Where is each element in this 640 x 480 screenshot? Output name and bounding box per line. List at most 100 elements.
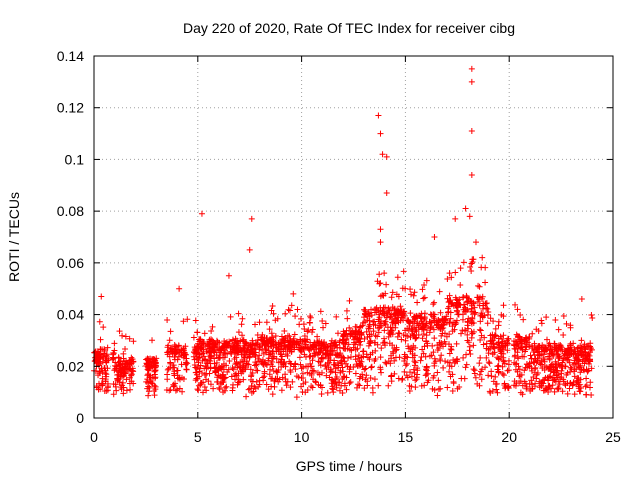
- data-point: [343, 307, 350, 314]
- data-point: [567, 368, 574, 375]
- data-point: [526, 386, 533, 393]
- data-point: [167, 328, 174, 335]
- data-point: [475, 282, 482, 289]
- data-point: [524, 339, 531, 346]
- data-point: [529, 343, 536, 350]
- data-point: [469, 315, 476, 322]
- data-point: [93, 383, 100, 390]
- data-point: [405, 345, 412, 352]
- data-point: [380, 304, 387, 311]
- data-point: [389, 289, 396, 296]
- data-point: [307, 339, 314, 346]
- data-point: [128, 372, 135, 379]
- data-point: [583, 366, 590, 373]
- data-point: [552, 378, 559, 385]
- data-point: [529, 385, 536, 392]
- data-point: [346, 297, 353, 304]
- data-point: [326, 359, 333, 366]
- data-point: [502, 385, 509, 392]
- data-point: [574, 356, 581, 363]
- data-point: [357, 323, 364, 330]
- data-point: [210, 348, 217, 355]
- data-point: [571, 391, 578, 398]
- data-point: [438, 340, 445, 347]
- data-point: [296, 354, 303, 361]
- data-point: [232, 335, 239, 342]
- data-point: [454, 358, 461, 365]
- data-point: [424, 342, 431, 349]
- data-point: [127, 386, 134, 393]
- data-point: [357, 341, 364, 348]
- data-point: [265, 386, 272, 393]
- data-point: [145, 367, 152, 374]
- data-point: [116, 358, 123, 365]
- data-point: [375, 307, 382, 314]
- data-point: [383, 190, 390, 197]
- data-point: [220, 360, 227, 367]
- data-point: [539, 365, 546, 372]
- x-tick-label: 5: [194, 429, 202, 445]
- data-point: [583, 355, 590, 362]
- data-point: [201, 384, 208, 391]
- data-point: [335, 379, 342, 386]
- data-point: [103, 388, 110, 395]
- data-point: [297, 361, 304, 368]
- data-point: [587, 384, 594, 391]
- data-point: [363, 328, 370, 335]
- data-point: [376, 271, 383, 278]
- data-point: [381, 270, 388, 277]
- data-point: [445, 305, 452, 312]
- data-point: [254, 331, 261, 338]
- data-point: [291, 361, 298, 368]
- data-point: [240, 376, 247, 383]
- data-point: [225, 272, 232, 279]
- data-point: [235, 329, 242, 336]
- data-point: [282, 342, 289, 349]
- data-point: [256, 358, 263, 365]
- data-point: [433, 322, 440, 329]
- data-point: [305, 345, 312, 352]
- data-point: [275, 378, 282, 385]
- data-point: [422, 372, 429, 379]
- data-point: [503, 337, 510, 344]
- data-point: [309, 329, 316, 336]
- data-point: [336, 337, 343, 344]
- data-point: [183, 366, 190, 373]
- data-point: [484, 320, 491, 327]
- data-point: [552, 364, 559, 371]
- data-point: [546, 350, 553, 357]
- data-point: [375, 329, 382, 336]
- data-point: [387, 324, 394, 331]
- data-point: [323, 344, 330, 351]
- data-point: [371, 376, 378, 383]
- data-point: [395, 329, 402, 336]
- data-point: [358, 354, 365, 361]
- data-point: [411, 331, 418, 338]
- data-point: [460, 306, 467, 313]
- data-point: [434, 369, 441, 376]
- data-point: [306, 319, 313, 326]
- data-point: [116, 328, 123, 335]
- data-point: [99, 353, 106, 360]
- data-point: [487, 337, 494, 344]
- data-point: [402, 337, 409, 344]
- data-point: [255, 383, 262, 390]
- data-point: [528, 355, 535, 362]
- data-point: [241, 348, 248, 355]
- data-point: [341, 373, 348, 380]
- data-point: [333, 313, 340, 320]
- data-point: [388, 378, 395, 385]
- data-point: [431, 234, 438, 240]
- data-point: [368, 364, 375, 371]
- data-point: [238, 321, 245, 328]
- data-point: [270, 310, 277, 317]
- data-point: [308, 363, 315, 370]
- data-point: [540, 356, 547, 363]
- data-point: [130, 380, 137, 387]
- data-point: [463, 351, 470, 358]
- data-point: [231, 347, 238, 354]
- data-point: [370, 328, 377, 335]
- data-point: [464, 331, 471, 338]
- data-point: [349, 330, 356, 337]
- data-point: [397, 317, 404, 324]
